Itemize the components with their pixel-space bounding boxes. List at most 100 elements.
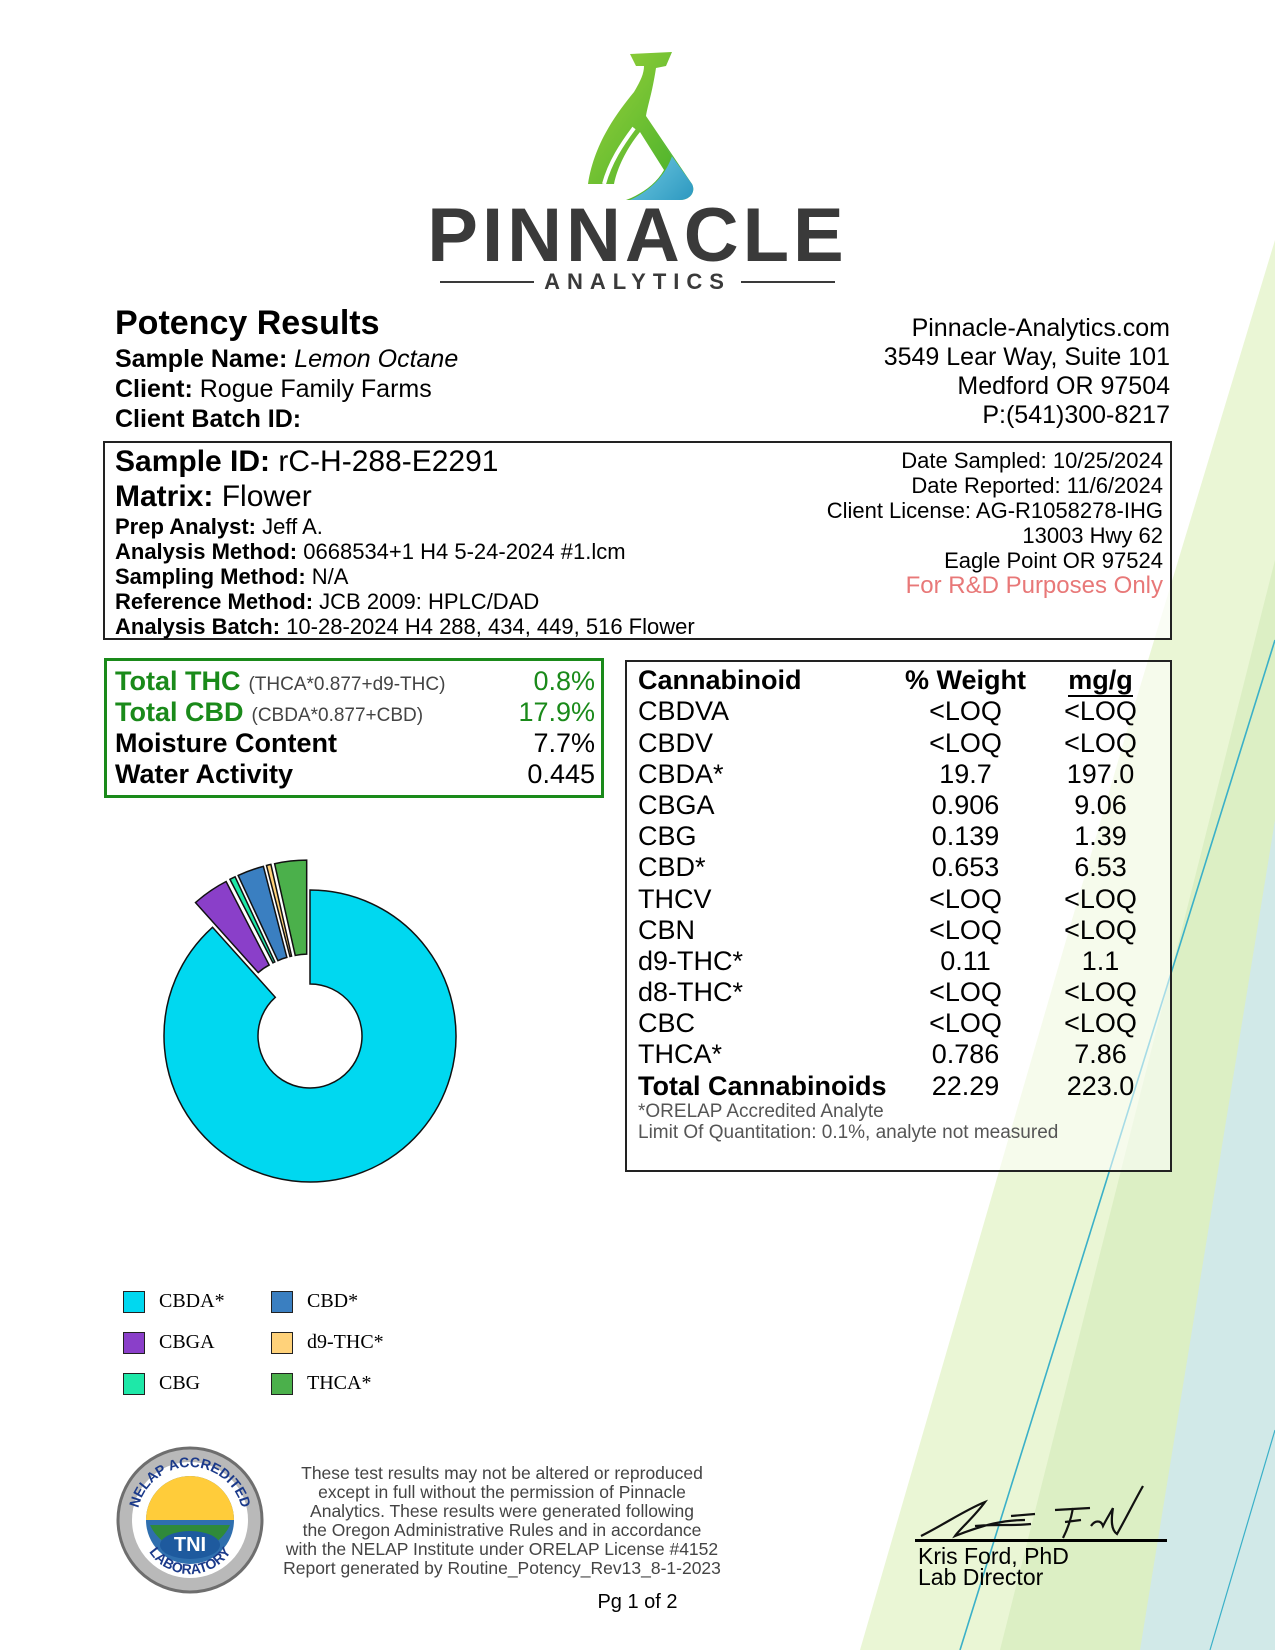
matrix-value: Flower	[221, 480, 312, 513]
cell-weight: <LOQ	[929, 696, 1002, 727]
sample-id-label: Sample ID:	[115, 445, 271, 478]
header-mg-per-g: mg/g	[1038, 665, 1163, 698]
table-row: CBC <LOQ <LOQ	[638, 1008, 1163, 1039]
table-row: d8-THC* <LOQ <LOQ	[638, 977, 1163, 1008]
cell-weight: <LOQ	[929, 1008, 1002, 1039]
cell-weight: <LOQ	[929, 883, 1002, 914]
client-license-label: Client License:	[826, 498, 971, 523]
date-reported-value: 11/6/2024	[1066, 473, 1163, 498]
analysis-batch-label: Analysis Batch:	[115, 614, 281, 639]
legend-item: CBG	[123, 1372, 200, 1395]
cell-mg-per-g: <LOQ	[1064, 1008, 1137, 1039]
legend-swatch	[271, 1290, 293, 1313]
total-thc-value: 0.8%	[533, 666, 595, 696]
cell-cannabinoid: THCA*	[638, 1039, 723, 1070]
sample-name-row: Sample Name: Lemon Octane	[115, 344, 458, 374]
client-label: Client:	[115, 375, 193, 403]
cell-weight: 0.906	[931, 789, 1000, 820]
total-cbd-row: Total CBD (CBDA*0.877+CBD) 17.9%	[115, 697, 595, 728]
table-total-row: Total Cannabinoids 22.29 223.0	[638, 1070, 1163, 1101]
analysis-batch-value: 10-28-2024 H4 288, 434, 449, 516 Flower	[286, 614, 695, 639]
date-sampled-value: 10/25/2024	[1052, 448, 1163, 473]
prep-analyst-label: Prep Analyst:	[115, 514, 257, 539]
donut-slice-cbga	[194, 880, 271, 974]
total-cbd-value: 17.9%	[518, 697, 595, 727]
cell-mg-per-g: <LOQ	[1064, 914, 1137, 945]
lab-website: Pinnacle-Analytics.com	[911, 314, 1170, 342]
water-activity-row: Water Activity 0.445	[115, 759, 595, 790]
table-row: CBN <LOQ <LOQ	[638, 915, 1163, 946]
header-mg-per-g-text: mg/g	[1068, 665, 1133, 698]
cell-cannabinoid: CBDVA	[638, 696, 730, 727]
cell-mg-per-g: <LOQ	[1064, 977, 1137, 1008]
total-mg-per-g: 223.0	[1066, 1070, 1135, 1101]
total-cbd-label: Total CBD	[115, 697, 244, 727]
cell-weight: 0.139	[931, 821, 1000, 852]
cell-mg-per-g: <LOQ	[1064, 883, 1137, 914]
legend-swatch	[123, 1331, 145, 1354]
analysis-batch-row: Analysis Batch: 10-28-2024 H4 288, 434, …	[115, 614, 695, 639]
donut-slice-d9-thc	[265, 863, 293, 958]
sample-id-row: Sample ID: rC-H-288-E2291	[115, 445, 498, 479]
potency-summary-box	[104, 658, 604, 798]
client-batch-label: Client Batch ID:	[115, 405, 302, 433]
disclaimer-line: with the NELAP Institute under ORELAP Li…	[285, 1539, 719, 1559]
header-weight: % Weight	[905, 665, 1026, 696]
sample-name-label: Sample Name:	[115, 345, 288, 373]
table-header-row: Cannabinoid % Weight mg/g	[638, 665, 1163, 698]
client-license-row: Client License: AG-R1058278-IHG	[827, 498, 1163, 523]
cannabinoid-donut-chart	[163, 859, 457, 1183]
sampling-method-value: N/A	[311, 564, 349, 589]
disclaimer-line: These test results may not be altered or…	[301, 1463, 703, 1483]
moisture-value: 7.7%	[533, 728, 595, 758]
water-activity-value: 0.445	[527, 759, 595, 789]
cell-weight: <LOQ	[929, 727, 1002, 758]
cell-cannabinoid: THCV	[638, 883, 712, 914]
brand-subtitle: ANALYTICS	[440, 269, 835, 294]
cell-cannabinoid: d8-THC*	[638, 977, 744, 1008]
analysis-method-value: 0668534+1 H4 5-24-2024 #1.lcm	[303, 539, 626, 564]
client-batch-row: Client Batch ID:	[115, 404, 301, 434]
cell-mg-per-g: 197.0	[1066, 758, 1135, 789]
table-row: CBDA* 19.7 197.0	[638, 759, 1163, 790]
donut-slice-cbda	[163, 889, 457, 1183]
date-reported-label: Date Reported:	[911, 473, 1061, 498]
cell-cannabinoid: CBG	[638, 821, 697, 852]
loq-note: Limit Of Quantitation: 0.1%, analyte not…	[638, 1122, 1059, 1143]
subtitle-rule-right	[740, 281, 835, 283]
disclaimer-line: except in full without the permission of…	[318, 1482, 686, 1502]
subtitle-rule-left	[440, 281, 535, 283]
cell-cannabinoid: d9-THC*	[638, 945, 744, 976]
legend-item: CBD*	[271, 1290, 358, 1313]
cell-weight: 19.7	[939, 758, 992, 789]
donut-slice-thca	[273, 859, 308, 957]
cell-mg-per-g: 1.1	[1081, 945, 1120, 976]
table-body: CBDVA <LOQ <LOQ CBDV <LOQ <LOQ CBDA* 19.7 197.0 C…	[638, 696, 1163, 1070]
total-label: Total Cannabinoids	[638, 1070, 887, 1101]
accredited-note: *ORELAP Accredited Analyte	[638, 1101, 884, 1122]
sampling-method-row: Sampling Method: N/A	[115, 564, 348, 589]
disclaimer-line: Report generated by Routine_Potency_Rev1…	[283, 1558, 721, 1578]
cell-cannabinoid: CBDA*	[638, 758, 724, 789]
page-title: Potency Results	[115, 304, 380, 342]
reference-method-value: JCB 2009: HPLC/DAD	[319, 589, 540, 614]
table-row: THCV <LOQ <LOQ	[638, 883, 1163, 914]
legend-label: d9-THC*	[307, 1331, 384, 1353]
table-row: CBG 0.139 1.39	[638, 821, 1163, 852]
matrix-label: Matrix:	[115, 480, 214, 513]
total-thc-row: Total THC (THCA*0.877+d9-THC) 0.8%	[115, 666, 595, 697]
cell-weight: <LOQ	[929, 914, 1002, 945]
table-row: d9-THC* 0.11 1.1	[638, 946, 1163, 977]
client-street: 13003 Hwy 62	[1022, 523, 1163, 548]
sample-info-box	[103, 441, 1172, 640]
cell-mg-per-g: 7.86	[1074, 1039, 1127, 1070]
client-license-value: AG-R1058278-IHG	[975, 498, 1163, 523]
date-sampled-row: Date Sampled: 10/25/2024	[901, 448, 1163, 473]
table-row: CBDV <LOQ <LOQ	[638, 727, 1163, 758]
sampling-method-label: Sampling Method:	[115, 564, 306, 589]
water-activity-label: Water Activity	[115, 759, 294, 789]
signer-title: Lab Director	[918, 1564, 1044, 1590]
nelap-accredited-seal: TNI NELAP ACCREDITED LABORATORY	[116, 1446, 264, 1594]
brand-subtitle-text: ANALYTICS	[544, 269, 731, 294]
brand-name: PINNACLE	[427, 193, 848, 278]
